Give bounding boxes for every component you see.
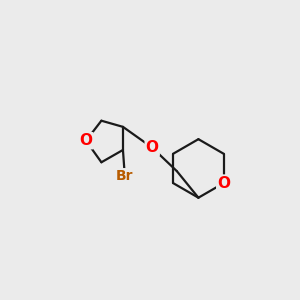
Text: O: O xyxy=(146,140,159,155)
Text: O: O xyxy=(80,133,92,148)
Text: Br: Br xyxy=(116,169,133,183)
Text: O: O xyxy=(217,176,230,190)
